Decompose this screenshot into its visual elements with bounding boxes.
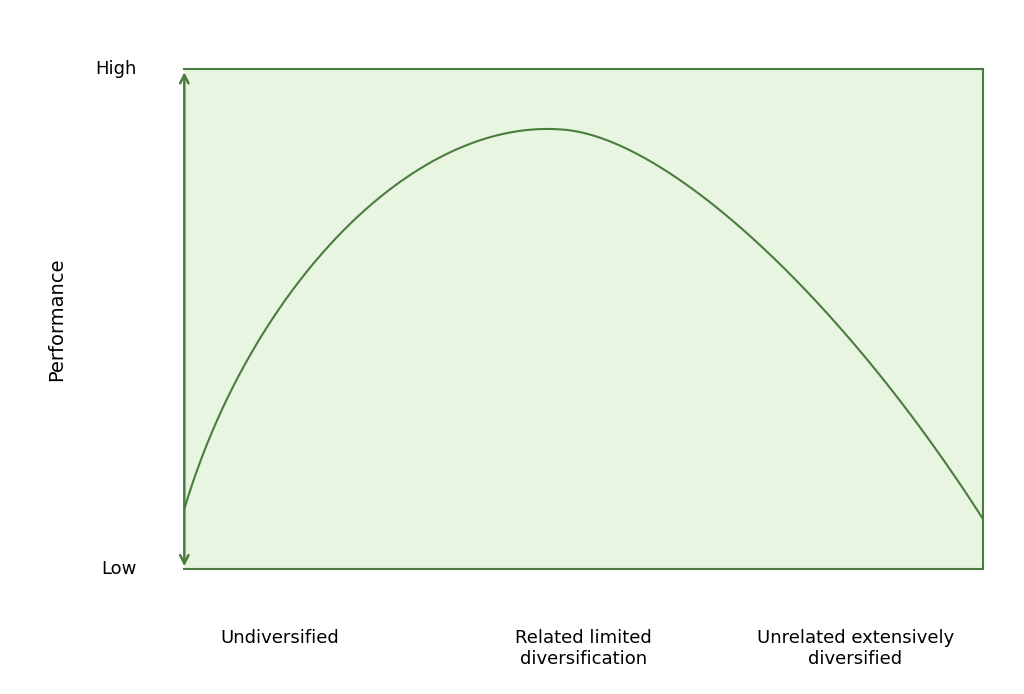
Text: Related limited
diversification: Related limited diversification [515,629,652,668]
Text: Undiversified: Undiversified [221,629,340,647]
Text: Unrelated extensively
diversified: Unrelated extensively diversified [757,629,954,668]
Text: High: High [95,60,136,78]
Text: Low: Low [101,560,136,578]
Text: Performance: Performance [47,257,66,381]
